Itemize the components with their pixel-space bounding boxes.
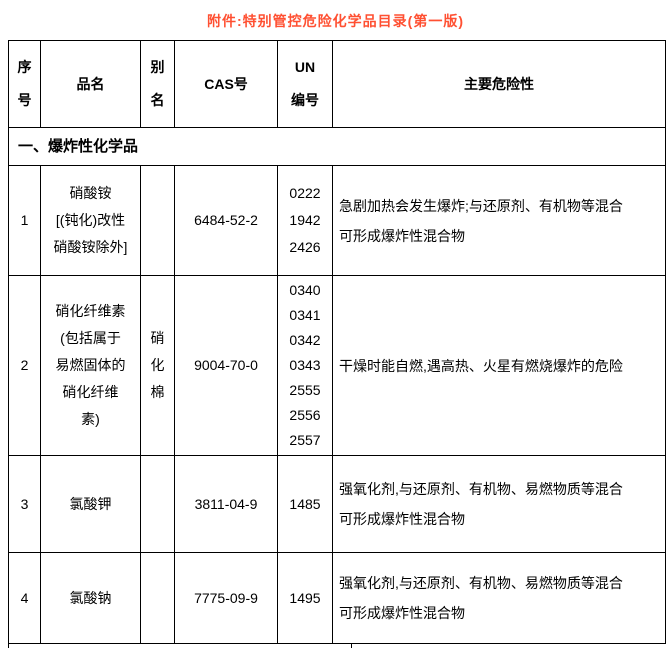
cell-cas: 6484-52-2 xyxy=(174,165,278,276)
section-row: 一、爆炸性化学品 xyxy=(8,127,666,166)
header-cas: CAS号 xyxy=(174,40,278,128)
header-serial: 序 号 xyxy=(8,40,41,128)
cell-hazard: 干燥时能自燃,遇高热、火星有燃烧爆炸的危险 xyxy=(332,275,666,456)
cell-cas: 9004-70-0 xyxy=(174,275,278,456)
cell-serial: 3 xyxy=(8,455,41,553)
cell-serial: 2 xyxy=(8,275,41,456)
table-row: 4 氯酸钠 7775-09-9 1495 强氧化剂,与还原剂、有机物、易燃物质等… xyxy=(8,552,666,644)
next-row-partial-border-left xyxy=(8,644,9,648)
cell-cas: 3811-04-9 xyxy=(174,455,278,553)
cell-cas: 7775-09-9 xyxy=(174,552,278,644)
cell-un: 0222 1942 2426 xyxy=(277,165,333,276)
cell-product: 氯酸钠 xyxy=(40,552,141,644)
cell-serial: 1 xyxy=(8,165,41,276)
cell-product: 氯酸钾 xyxy=(40,455,141,553)
cell-un: 1495 xyxy=(277,552,333,644)
next-row-partial-border-mid xyxy=(351,644,352,648)
header-un: UN 编号 xyxy=(277,40,333,128)
cell-alias xyxy=(140,552,175,644)
page-title: 附件:特别管控危险化学品目录(第一版) xyxy=(207,13,464,29)
header-hazard: 主要危险性 xyxy=(332,40,666,128)
section-title: 一、爆炸性化学品 xyxy=(8,127,666,166)
cell-hazard: 强氧化剂,与还原剂、有机物、易燃物质等混合 可形成爆炸性混合物 xyxy=(332,455,666,553)
cell-un: 0340 0341 0342 0343 2555 2556 2557 xyxy=(277,275,333,456)
cell-alias xyxy=(140,165,175,276)
cell-hazard: 急剧加热会发生爆炸;与还原剂、有机物等混合 可形成爆炸性混合物 xyxy=(332,165,666,276)
cell-product: 硝酸铵 [(钝化)改性 硝酸铵除外] xyxy=(40,165,141,276)
cell-product: 硝化纤维素 (包括属于 易燃固体的 硝化纤维 素) xyxy=(40,275,141,456)
cell-hazard: 强氧化剂,与还原剂、有机物、易燃物质等混合 可形成爆炸性混合物 xyxy=(332,552,666,644)
table-row: 2 硝化纤维素 (包括属于 易燃固体的 硝化纤维 素) 硝 化 棉 9004-7… xyxy=(8,275,666,456)
hazardous-chemicals-table: 序 号 品名 别 名 CAS号 UN 编号 主要危险性 一、爆炸性化学品 1 硝… xyxy=(8,40,666,644)
cell-un: 1485 xyxy=(277,455,333,553)
cell-serial: 4 xyxy=(8,552,41,644)
table-row: 1 硝酸铵 [(钝化)改性 硝酸铵除外] 6484-52-2 0222 1942… xyxy=(8,165,666,276)
header-alias: 别 名 xyxy=(140,40,175,128)
table-header-row: 序 号 品名 别 名 CAS号 UN 编号 主要危险性 xyxy=(8,40,666,128)
cell-alias: 硝 化 棉 xyxy=(140,275,175,456)
header-product: 品名 xyxy=(40,40,141,128)
table-row: 3 氯酸钾 3811-04-9 1485 强氧化剂,与还原剂、有机物、易燃物质等… xyxy=(8,455,666,553)
cell-alias xyxy=(140,455,175,553)
